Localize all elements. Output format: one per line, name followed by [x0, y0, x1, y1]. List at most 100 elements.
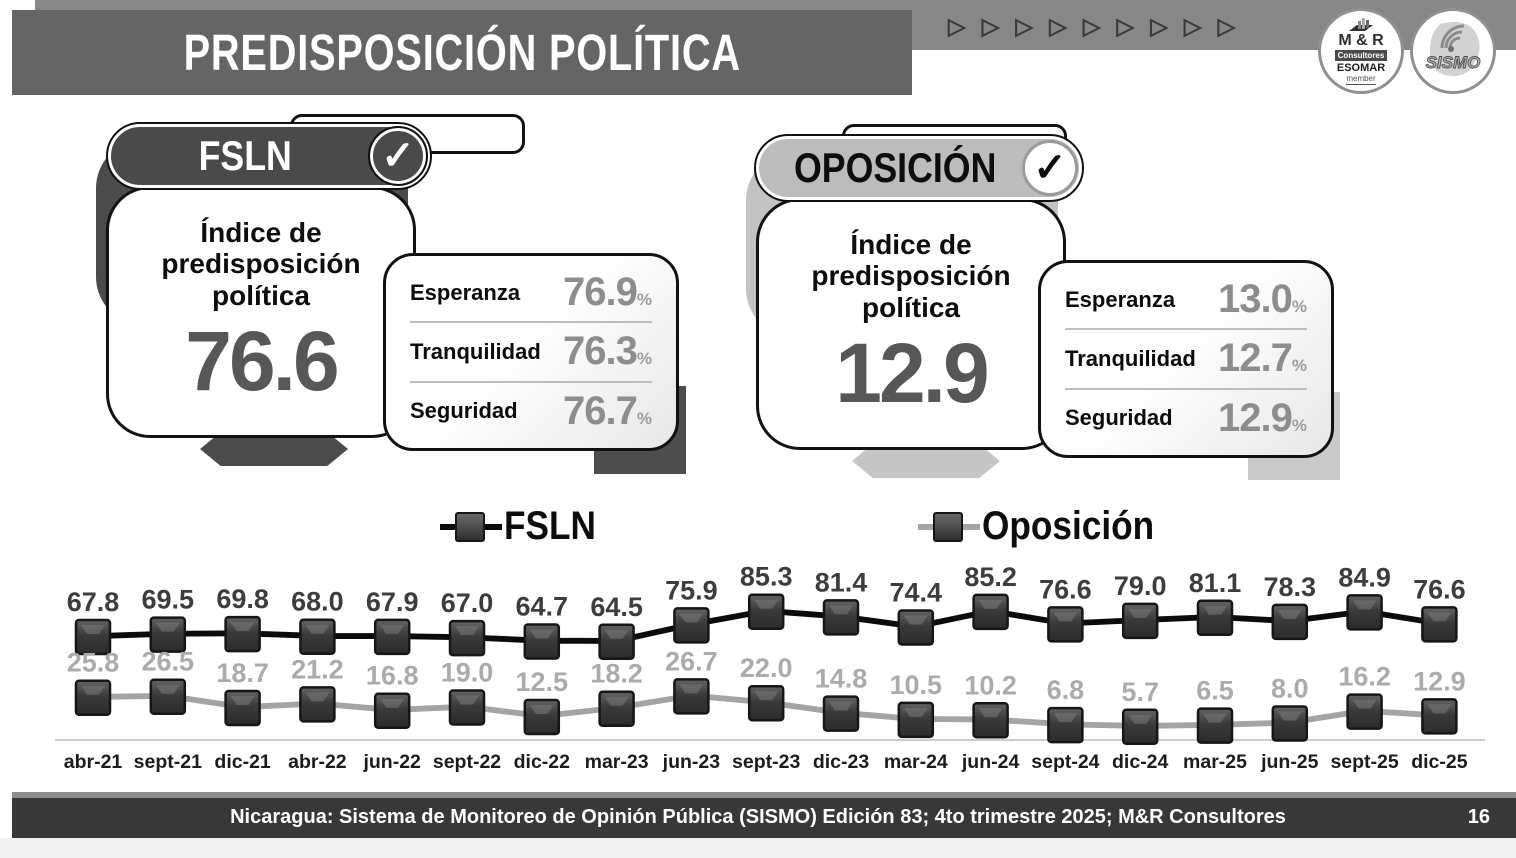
svg-text:jun-25: jun-25	[1260, 751, 1319, 773]
svg-text:21.2: 21.2	[291, 654, 344, 684]
svg-text:jun-22: jun-22	[362, 751, 421, 773]
svg-text:68.0: 68.0	[291, 587, 344, 617]
title-bar: PREDISPOSICIÓN POLÍTICA	[12, 10, 912, 95]
triangle-icon: ▷	[1150, 13, 1168, 39]
svg-text:67.0: 67.0	[441, 588, 494, 618]
fsln-series-marker-icon	[440, 507, 502, 547]
stat-value: 76.7	[563, 388, 638, 433]
triangle-icon: ▷	[1116, 13, 1135, 39]
stat-label: Tranquilidad	[410, 338, 541, 364]
fsln-stats-box: Esperanza 76.9% Tranquilidad 76.3% Segur…	[383, 253, 679, 451]
triangle-icon: ▷	[981, 13, 1000, 39]
svg-text:75.9: 75.9	[665, 575, 718, 605]
svg-text:79.0: 79.0	[1114, 571, 1167, 601]
svg-text:sept-22: sept-22	[433, 751, 501, 773]
svg-text:14.8: 14.8	[815, 664, 868, 694]
footer-source: Nicaragua: Sistema de Monitoreo de Opini…	[230, 806, 1286, 828]
svg-text:81.1: 81.1	[1189, 568, 1242, 598]
svg-text:85.3: 85.3	[740, 562, 793, 592]
legend-label: Oposición	[982, 504, 1155, 548]
bar-chart-icon	[1349, 17, 1373, 31]
stat-unit: %	[1291, 297, 1307, 317]
svg-text:dic-22: dic-22	[514, 751, 571, 773]
stat-unit: %	[636, 290, 652, 310]
legend-label: FSLN	[504, 504, 596, 548]
svg-text:mar-23: mar-23	[585, 751, 649, 773]
svg-text:sept-24: sept-24	[1031, 751, 1099, 773]
svg-text:10.2: 10.2	[964, 670, 1017, 700]
svg-text:64.7: 64.7	[516, 592, 569, 622]
stat-row: Seguridad 12.9%	[1065, 390, 1307, 447]
svg-text:jun-23: jun-23	[662, 751, 721, 773]
footer-bar	[12, 798, 1516, 838]
svg-text:sept-21: sept-21	[134, 751, 202, 773]
svg-text:69.5: 69.5	[142, 585, 195, 615]
svg-text:67.8: 67.8	[67, 587, 120, 617]
svg-text:sept-23: sept-23	[732, 751, 800, 773]
svg-text:10.5: 10.5	[890, 670, 943, 700]
stat-label: Seguridad	[1065, 405, 1173, 431]
stat-value: 12.7	[1218, 336, 1293, 381]
oposicion-party-name: OPOSICIÓN	[794, 144, 997, 191]
legend-item-fsln: FSLN	[440, 504, 608, 549]
mr-logo-sub: Consultores	[1334, 49, 1388, 61]
svg-text:76.6: 76.6	[1039, 574, 1092, 604]
svg-text:6.8: 6.8	[1047, 675, 1085, 705]
stat-row: Tranquilidad 76.3%	[410, 323, 652, 383]
svg-text:12.5: 12.5	[516, 667, 569, 697]
stat-label: Esperanza	[1065, 286, 1176, 312]
top-strip	[35, 0, 1516, 10]
svg-text:abr-22: abr-22	[288, 751, 347, 773]
svg-text:dic-23: dic-23	[813, 751, 870, 773]
sismo-logo: SISMO	[1410, 8, 1496, 94]
stat-value: 76.9	[563, 270, 638, 315]
page-number: 16	[1467, 806, 1490, 828]
svg-text:5.7: 5.7	[1121, 677, 1159, 707]
svg-text:26.5: 26.5	[142, 647, 195, 677]
svg-text:dic-21: dic-21	[214, 751, 271, 773]
svg-text:mar-24: mar-24	[884, 751, 948, 773]
svg-text:22.0: 22.0	[740, 653, 793, 683]
svg-text:19.0: 19.0	[441, 658, 494, 688]
fsln-header-pill: FSLN ✓	[106, 122, 432, 190]
legend-item-oposicion: Oposición	[918, 504, 1178, 549]
stat-row: Esperanza 76.9%	[410, 264, 652, 324]
triangle-icon: ▷	[1082, 13, 1101, 39]
svg-text:dic-25: dic-25	[1411, 751, 1468, 773]
svg-text:6.5: 6.5	[1196, 676, 1234, 706]
svg-text:18.2: 18.2	[590, 659, 643, 689]
svg-text:16.2: 16.2	[1338, 662, 1391, 692]
svg-text:67.9: 67.9	[366, 587, 419, 617]
triangle-icon: ▷	[1049, 13, 1067, 39]
triangle-icon: ▷	[1015, 13, 1034, 39]
mr-consultores-logo: M & R Consultores ESOMAR member	[1318, 8, 1404, 94]
stat-value: 76.3	[563, 329, 638, 374]
stat-label: Tranquilidad	[1065, 345, 1196, 371]
svg-text:abr-21: abr-21	[64, 751, 123, 773]
svg-text:64.5: 64.5	[590, 592, 643, 622]
svg-text:85.2: 85.2	[964, 562, 1017, 592]
oposicion-series-marker-icon	[918, 507, 980, 547]
fsln-party-name: FSLN	[198, 132, 292, 179]
stat-row: Esperanza 13.0%	[1065, 271, 1307, 331]
svg-text:12.9: 12.9	[1413, 666, 1466, 696]
page-title: PREDISPOSICIÓN POLÍTICA	[183, 24, 741, 81]
svg-text:26.7: 26.7	[665, 646, 718, 676]
stat-unit: %	[636, 349, 652, 369]
svg-text:16.8: 16.8	[366, 661, 419, 691]
svg-text:sept-25: sept-25	[1330, 751, 1398, 773]
triangle-icon: ▷	[948, 13, 966, 39]
fsln-index-card: Índice de predisposición política 76.6	[106, 186, 416, 438]
svg-text:78.3: 78.3	[1264, 572, 1317, 602]
stat-row: Tranquilidad 12.7%	[1065, 330, 1307, 390]
svg-text:mar-25: mar-25	[1183, 751, 1247, 773]
triangle-icon: ▷	[1217, 13, 1236, 39]
svg-text:84.9: 84.9	[1338, 562, 1391, 592]
oposicion-stats-box: Esperanza 13.0% Tranquilidad 12.7% Segur…	[1038, 260, 1334, 458]
svg-text:jun-24: jun-24	[961, 751, 1020, 773]
svg-text:25.8: 25.8	[67, 648, 120, 678]
oposicion-index-title: Índice de predisposición política	[811, 229, 1011, 323]
stat-label: Seguridad	[410, 398, 518, 424]
stat-unit: %	[636, 408, 652, 428]
